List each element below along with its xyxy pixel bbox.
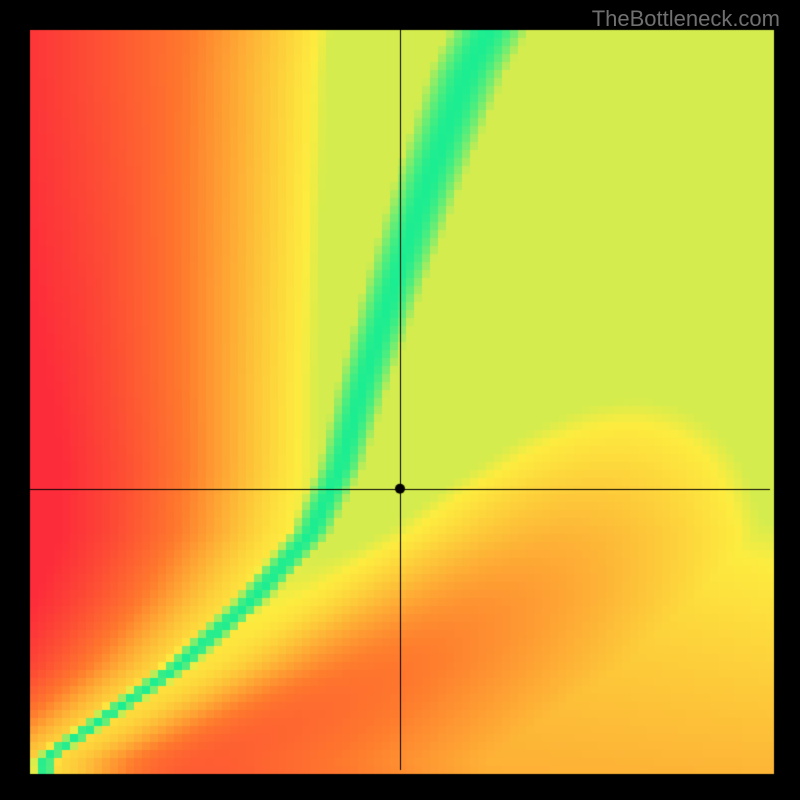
chart-container: TheBottleneck.com: [0, 0, 800, 800]
heatmap-canvas: [0, 0, 800, 800]
watermark-text: TheBottleneck.com: [592, 6, 780, 32]
